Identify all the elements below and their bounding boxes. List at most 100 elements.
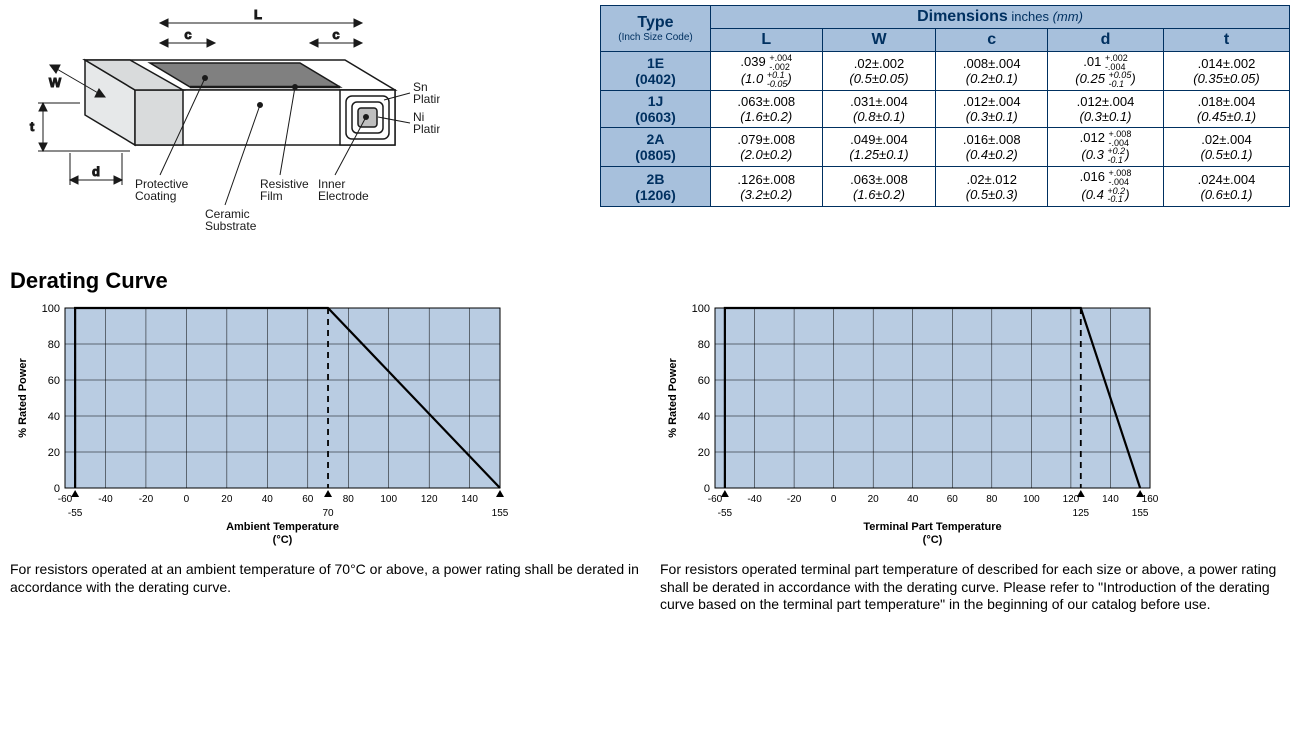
cell: .012 +.008-.004(0.3 +0.2-0.1)	[1048, 128, 1164, 167]
cell: .02±.004(0.5±0.1)	[1163, 128, 1289, 167]
svg-text:140: 140	[1102, 494, 1119, 505]
svg-text:-40: -40	[747, 494, 762, 505]
cell: .126±.008(3.2±0.2)	[711, 167, 823, 206]
cell: .014±.002(0.35±0.05)	[1163, 52, 1289, 91]
cell: .008±.004(0.2±0.1)	[936, 52, 1048, 91]
svg-text:80: 80	[343, 494, 355, 505]
svg-text:125: 125	[1072, 508, 1089, 519]
svg-text:20: 20	[221, 494, 233, 505]
svg-text:60: 60	[302, 494, 314, 505]
svg-text:-20: -20	[787, 494, 802, 505]
svg-text:40: 40	[48, 411, 60, 423]
svg-text:155: 155	[1132, 508, 1149, 519]
svg-text:CeramicSubstrate: CeramicSubstrate	[205, 207, 257, 233]
dim-t: t	[30, 119, 35, 134]
cell: .02±.002(0.5±0.05)	[822, 52, 936, 91]
svg-text:-20: -20	[139, 494, 154, 505]
th-type: Type	[605, 14, 706, 32]
svg-text:-40: -40	[98, 494, 113, 505]
svg-text:60: 60	[698, 375, 710, 387]
cell: .031±.004(0.8±0.1)	[822, 91, 936, 128]
svg-text:InnerElectrode: InnerElectrode	[318, 177, 369, 203]
svg-text:40: 40	[907, 494, 919, 505]
svg-text:% Rated Power: % Rated Power	[667, 358, 679, 438]
derating-chart-ambient: 020406080100-60-40-20020406080100120140-…	[10, 298, 640, 551]
cell: .012±.004(0.3±0.1)	[936, 91, 1048, 128]
svg-text:40: 40	[262, 494, 274, 505]
svg-text:(°C): (°C)	[923, 534, 943, 546]
th-col: W	[822, 29, 936, 52]
derating-chart-terminal: 020406080100-60-40-200204060801001201401…	[660, 298, 1290, 551]
svg-text:-55: -55	[718, 508, 733, 519]
svg-text:100: 100	[692, 303, 710, 315]
svg-text:80: 80	[986, 494, 998, 505]
dimensions-table: Type (Inch Size Code) Dimensions inches …	[600, 5, 1290, 207]
th-dims: Dimensions	[917, 8, 1008, 25]
svg-text:100: 100	[1023, 494, 1040, 505]
cell: .063±.008(1.6±0.2)	[822, 167, 936, 206]
cell: .016±.008(0.4±0.2)	[936, 128, 1048, 167]
th-dims-units: inches (mm)	[1011, 9, 1083, 24]
svg-text:80: 80	[698, 339, 710, 351]
svg-text:20: 20	[48, 447, 60, 459]
svg-text:60: 60	[947, 494, 959, 505]
cell: .01 +.002-.004(0.25 +0.05-0.1)	[1048, 52, 1164, 91]
svg-text:40: 40	[698, 411, 710, 423]
svg-text:ResistiveFilm: ResistiveFilm	[260, 177, 309, 203]
resistor-diagram-svg: L c c W t	[10, 5, 440, 255]
cell: .016 +.008-.004(0.4 +0.2-0.1)	[1048, 167, 1164, 206]
dim-L: L	[254, 7, 262, 22]
cell: .079±.008(2.0±0.2)	[711, 128, 823, 167]
svg-text:-55: -55	[68, 508, 83, 519]
th-type-sub: (Inch Size Code)	[605, 32, 706, 43]
svg-text:0: 0	[184, 494, 190, 505]
table-row: 2B(1206).126±.008(3.2±0.2).063±.008(1.6±…	[601, 167, 1290, 206]
svg-text:-60: -60	[708, 494, 723, 505]
dim-d: d	[92, 164, 100, 179]
svg-text:20: 20	[698, 447, 710, 459]
svg-text:ProtectiveCoating: ProtectiveCoating	[135, 177, 189, 203]
svg-text:80: 80	[48, 339, 60, 351]
svg-text:-60: -60	[58, 494, 73, 505]
table-row: 1E(0402).039 +.004-.002(1.0 +0.1-0.05).0…	[601, 52, 1290, 91]
svg-text:160: 160	[1142, 494, 1159, 505]
th-col: d	[1048, 29, 1164, 52]
svg-text:155: 155	[492, 508, 509, 519]
row-head: 2B(1206)	[601, 167, 711, 206]
svg-text:140: 140	[461, 494, 478, 505]
svg-text:Ambient Temperature: Ambient Temperature	[226, 521, 339, 533]
row-head: 2A(0805)	[601, 128, 711, 167]
cell: .039 +.004-.002(1.0 +0.1-0.05)	[711, 52, 823, 91]
th-col: L	[711, 29, 823, 52]
table-row: 1J(0603).063±.008(1.6±0.2).031±.004(0.8±…	[601, 91, 1290, 128]
cell: .049±.004(1.25±0.1)	[822, 128, 936, 167]
th-col: c	[936, 29, 1048, 52]
svg-text:% Rated Power: % Rated Power	[17, 358, 29, 438]
svg-text:20: 20	[868, 494, 880, 505]
dim-c2: c	[332, 27, 339, 42]
svg-text:120: 120	[1063, 494, 1080, 505]
th-col: t	[1163, 29, 1289, 52]
table-row: 2A(0805).079±.008(2.0±0.2).049±.004(1.25…	[601, 128, 1290, 167]
svg-text:120: 120	[421, 494, 438, 505]
cell: .02±.012(0.5±0.3)	[936, 167, 1048, 206]
caption-right: For resistors operated terminal part tem…	[660, 561, 1290, 614]
dim-W: W	[49, 75, 62, 90]
cell: .024±.004(0.6±0.1)	[1163, 167, 1289, 206]
svg-text:70: 70	[322, 508, 334, 519]
svg-text:SnPlating: SnPlating	[413, 80, 440, 106]
row-head: 1J(0603)	[601, 91, 711, 128]
svg-text:(°C): (°C)	[273, 534, 293, 546]
svg-text:0: 0	[831, 494, 837, 505]
caption-left: For resistors operated at an ambient tem…	[10, 561, 640, 596]
svg-text:Terminal Part Temperature: Terminal Part Temperature	[863, 521, 1001, 533]
section-title: Derating Curve	[10, 268, 1300, 294]
cell: .063±.008(1.6±0.2)	[711, 91, 823, 128]
row-head: 1E(0402)	[601, 52, 711, 91]
svg-text:100: 100	[42, 303, 60, 315]
component-diagram: L c c W t	[0, 0, 600, 260]
svg-text:NiPlating: NiPlating	[413, 110, 440, 136]
cell: .012±.004(0.3±0.1)	[1048, 91, 1164, 128]
svg-text:100: 100	[380, 494, 397, 505]
svg-text:60: 60	[48, 375, 60, 387]
